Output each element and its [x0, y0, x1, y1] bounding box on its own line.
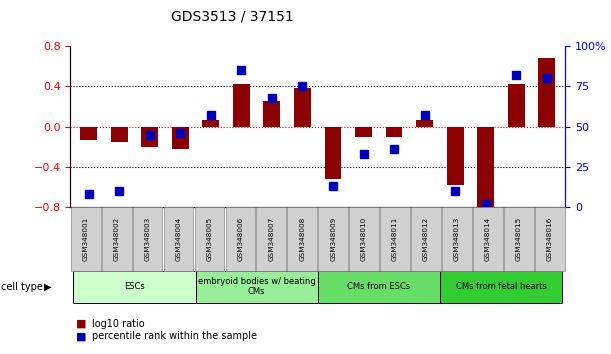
- Bar: [111, 127, 128, 142]
- Text: GSM348001: GSM348001: [82, 217, 89, 261]
- Text: GSM348014: GSM348014: [485, 217, 491, 261]
- Text: cell type: cell type: [1, 282, 43, 292]
- Text: GSM348016: GSM348016: [547, 217, 553, 261]
- Text: GSM348003: GSM348003: [145, 217, 150, 261]
- Text: percentile rank within the sample: percentile rank within the sample: [92, 331, 257, 341]
- Bar: [324, 127, 342, 179]
- Point: [328, 183, 338, 189]
- Point: [84, 192, 93, 197]
- Point: [114, 188, 124, 194]
- Text: GSM348013: GSM348013: [454, 217, 460, 261]
- Bar: [538, 58, 555, 127]
- FancyBboxPatch shape: [196, 271, 318, 303]
- Point: [298, 84, 307, 89]
- Bar: [233, 84, 250, 127]
- Text: GDS3513 / 37151: GDS3513 / 37151: [171, 9, 293, 23]
- Bar: [294, 88, 311, 127]
- Text: CMs from ESCs: CMs from ESCs: [347, 282, 411, 291]
- Point: [267, 95, 277, 101]
- Text: GSM348004: GSM348004: [175, 217, 181, 261]
- Text: ■: ■: [76, 331, 87, 341]
- Text: GSM348010: GSM348010: [361, 217, 367, 261]
- Point: [542, 75, 552, 81]
- Point: [481, 201, 491, 207]
- Text: ESCs: ESCs: [124, 282, 145, 291]
- Bar: [477, 127, 494, 209]
- Point: [145, 132, 155, 137]
- Bar: [263, 101, 280, 127]
- Point: [420, 113, 430, 118]
- FancyBboxPatch shape: [440, 271, 562, 303]
- Text: ▶: ▶: [44, 282, 51, 292]
- Bar: [386, 127, 403, 137]
- Bar: [508, 84, 525, 127]
- Text: GSM348011: GSM348011: [392, 217, 398, 261]
- Bar: [202, 120, 219, 127]
- Bar: [447, 127, 464, 185]
- FancyBboxPatch shape: [73, 271, 196, 303]
- Point: [206, 113, 216, 118]
- Bar: [172, 127, 189, 149]
- Text: GSM348006: GSM348006: [238, 217, 243, 261]
- Text: log10 ratio: log10 ratio: [92, 319, 144, 329]
- Point: [175, 130, 185, 136]
- FancyBboxPatch shape: [318, 271, 440, 303]
- Point: [511, 72, 521, 78]
- Point: [359, 151, 368, 157]
- Text: GSM348015: GSM348015: [516, 217, 522, 261]
- Text: GSM348005: GSM348005: [207, 217, 213, 261]
- Text: GSM348009: GSM348009: [330, 217, 336, 261]
- Point: [389, 146, 399, 152]
- Point: [236, 67, 246, 73]
- Text: embryoid bodies w/ beating
CMs: embryoid bodies w/ beating CMs: [198, 277, 315, 296]
- Text: GSM348012: GSM348012: [423, 217, 429, 261]
- Bar: [355, 127, 372, 137]
- Bar: [80, 127, 97, 139]
- Text: CMs from fetal hearts: CMs from fetal hearts: [456, 282, 546, 291]
- Bar: [416, 120, 433, 127]
- Text: GSM348008: GSM348008: [299, 217, 306, 261]
- Bar: [141, 127, 158, 147]
- Text: GSM348007: GSM348007: [268, 217, 274, 261]
- Text: ■: ■: [76, 319, 87, 329]
- Point: [450, 188, 460, 194]
- Text: GSM348002: GSM348002: [114, 217, 120, 261]
